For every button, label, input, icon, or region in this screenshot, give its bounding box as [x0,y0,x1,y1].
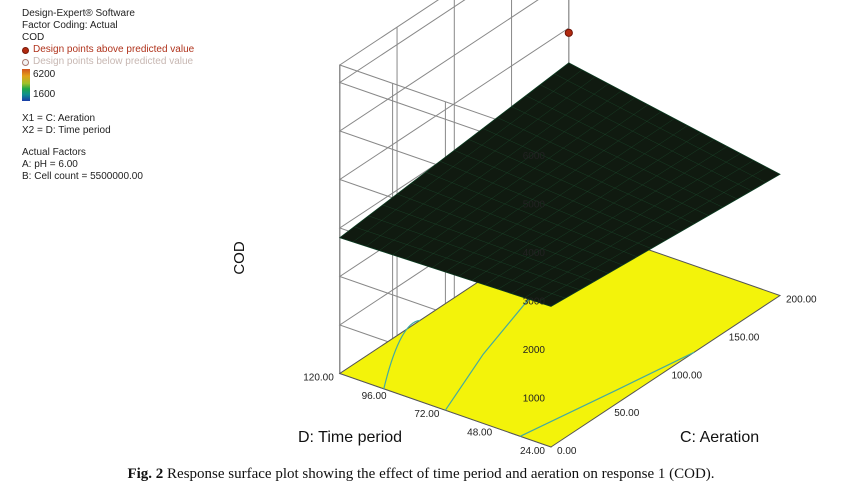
z-tick-label: 2000 [523,345,546,356]
z-tick-label: 1000 [523,394,546,405]
response-surface-chart: 1000 2000 3000 4000 5000 6000 24.00 48.00 72.00 9… [231,0,817,457]
surface-mesh-line [482,128,695,224]
surface-mesh [338,62,781,307]
z-tick-label: 3000 [523,297,546,308]
surface-mesh-line [511,106,723,208]
design-point-above [564,28,573,37]
x-axis-title: C: Aeration [680,429,759,446]
contour-line [383,319,421,389]
y-axis-title: D: Time period [298,429,402,446]
actual-factors-title: Actual Factors [22,147,86,158]
surface-mesh-line [525,95,738,200]
x1-label: X1 = C: Aeration [22,113,96,124]
x2-label: X2 = D: Time period [22,125,111,136]
above-point-label: Design points above predicted value [33,44,195,55]
surface-mesh-line [366,76,596,247]
surface-mesh-line [405,97,635,260]
surface-mesh-line [554,73,766,183]
legend-panel: Design-Expert® Software Factor Coding: A… [22,8,252,183]
x-tick-label: 50.00 [614,408,639,419]
response-name: COD [22,32,45,43]
contour-line [519,351,695,437]
y-tick-label: 24.00 [520,446,545,457]
color-gradient-bar [22,69,30,101]
surface-mesh-line [445,118,675,273]
figure-number: Fig. 2 [127,466,164,482]
x-tick-label: 200.00 [786,295,817,306]
z-axis-title: COD [231,241,248,275]
surface-mesh-line [392,90,622,255]
axis-titles: COD D: Time period C: Aeration [231,241,759,446]
surface-mesh-line [497,117,709,216]
axis-ticks: 1000 2000 3000 4000 5000 6000 24.00 48.00 72.00 9… [303,151,817,457]
x-tick-label: 0.00 [557,446,577,457]
y-tick-label: 120.00 [303,372,334,383]
factor-coding: Factor Coding: Actual [22,20,118,31]
surface-mesh-line [418,104,649,264]
surface-mesh-line [468,139,680,233]
below-point-marker [22,58,29,66]
y-tick-label: 48.00 [467,428,492,439]
color-min-label: 1600 [33,89,56,100]
response-surface [338,62,781,307]
y-tick-label: 96.00 [362,391,387,402]
below-point-label: Design points below predicted value [33,56,194,67]
surface-mesh-line [352,69,583,243]
z-tick-label: 5000 [523,200,546,211]
surface-mesh-line [540,84,752,191]
z-tick-label: 4000 [523,248,546,259]
caption-text: Response surface plot showing the effect… [163,466,715,482]
design-points-above [564,28,573,37]
factor-a: A: pH = 6.00 [22,159,78,170]
surface-mesh-line [379,83,609,251]
legend-below: Design points below predicted value [22,56,252,68]
surface-mesh-line [432,111,662,268]
above-point-marker [22,46,29,54]
legend-above: Design points above predicted value [22,44,252,56]
color-scale: 6200 1600 [22,69,252,101]
factor-b: B: Cell count = 5500000.00 [22,171,143,182]
z-tick-label: 6000 [523,151,546,162]
y-tick-label: 72.00 [414,409,439,420]
color-max-label: 6200 [33,69,56,80]
x-tick-label: 100.00 [672,370,703,381]
software-name: Design-Expert® Software [22,8,135,19]
x-tick-label: 150.00 [729,332,760,343]
figure-caption: Fig. 2 Response surface plot showing the… [0,466,842,483]
